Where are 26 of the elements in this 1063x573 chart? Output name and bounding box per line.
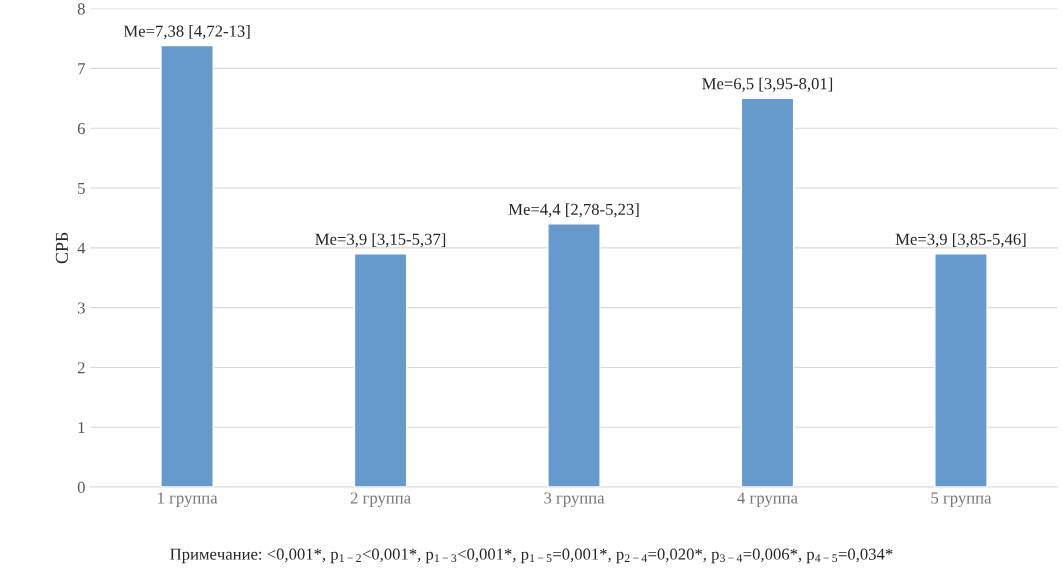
y-tick-label: 2 bbox=[77, 362, 85, 374]
bar bbox=[740, 97, 795, 488]
data-label: Me=6,5 [3,95-8,01] bbox=[702, 77, 833, 92]
x-tick-label: 2 группа bbox=[350, 492, 411, 508]
bar bbox=[547, 223, 601, 488]
bar bbox=[934, 253, 988, 488]
data-label: Me=3,9 [3,15-5,37] bbox=[315, 233, 446, 248]
x-tick-label: 4 группа bbox=[737, 492, 798, 508]
text: Примечание: <0,001*, p$_{1−2}$<0,001*, p$_{1−3}$<0,001*, p$_{1−5}$=0,001*, p$_{2−4}$=0,020*, p$_{3−4}$=0,006*, p$_{4−5}$=0,034* bbox=[170, 548, 893, 564]
bar bbox=[160, 44, 214, 488]
y-tick-label: 0 bbox=[77, 481, 85, 493]
data-label: Me=4,4 [2,78-5,23] bbox=[508, 203, 639, 218]
x-tick-label: 5 группа bbox=[931, 492, 992, 508]
data-label: Me=7,38 [4,72-13] bbox=[123, 25, 250, 40]
bar bbox=[353, 253, 408, 488]
y-tick-label: 5 bbox=[78, 182, 85, 194]
data-label: Me=3,9 [3,85-5,46] bbox=[895, 233, 1026, 248]
y-tick-label: 3 bbox=[77, 302, 85, 314]
x-tick-label: 3 группа bbox=[544, 492, 605, 508]
y-tick-label: 7 bbox=[78, 63, 86, 75]
y-tick-label: 8 bbox=[77, 3, 85, 15]
y-tick-label: 6 bbox=[77, 122, 85, 135]
x-tick-label: 1 группа bbox=[158, 492, 218, 508]
y-tick-label: 1 bbox=[78, 422, 85, 434]
y-tick-label: 4 bbox=[77, 242, 86, 254]
y-axis-title: СРБ bbox=[55, 232, 68, 264]
